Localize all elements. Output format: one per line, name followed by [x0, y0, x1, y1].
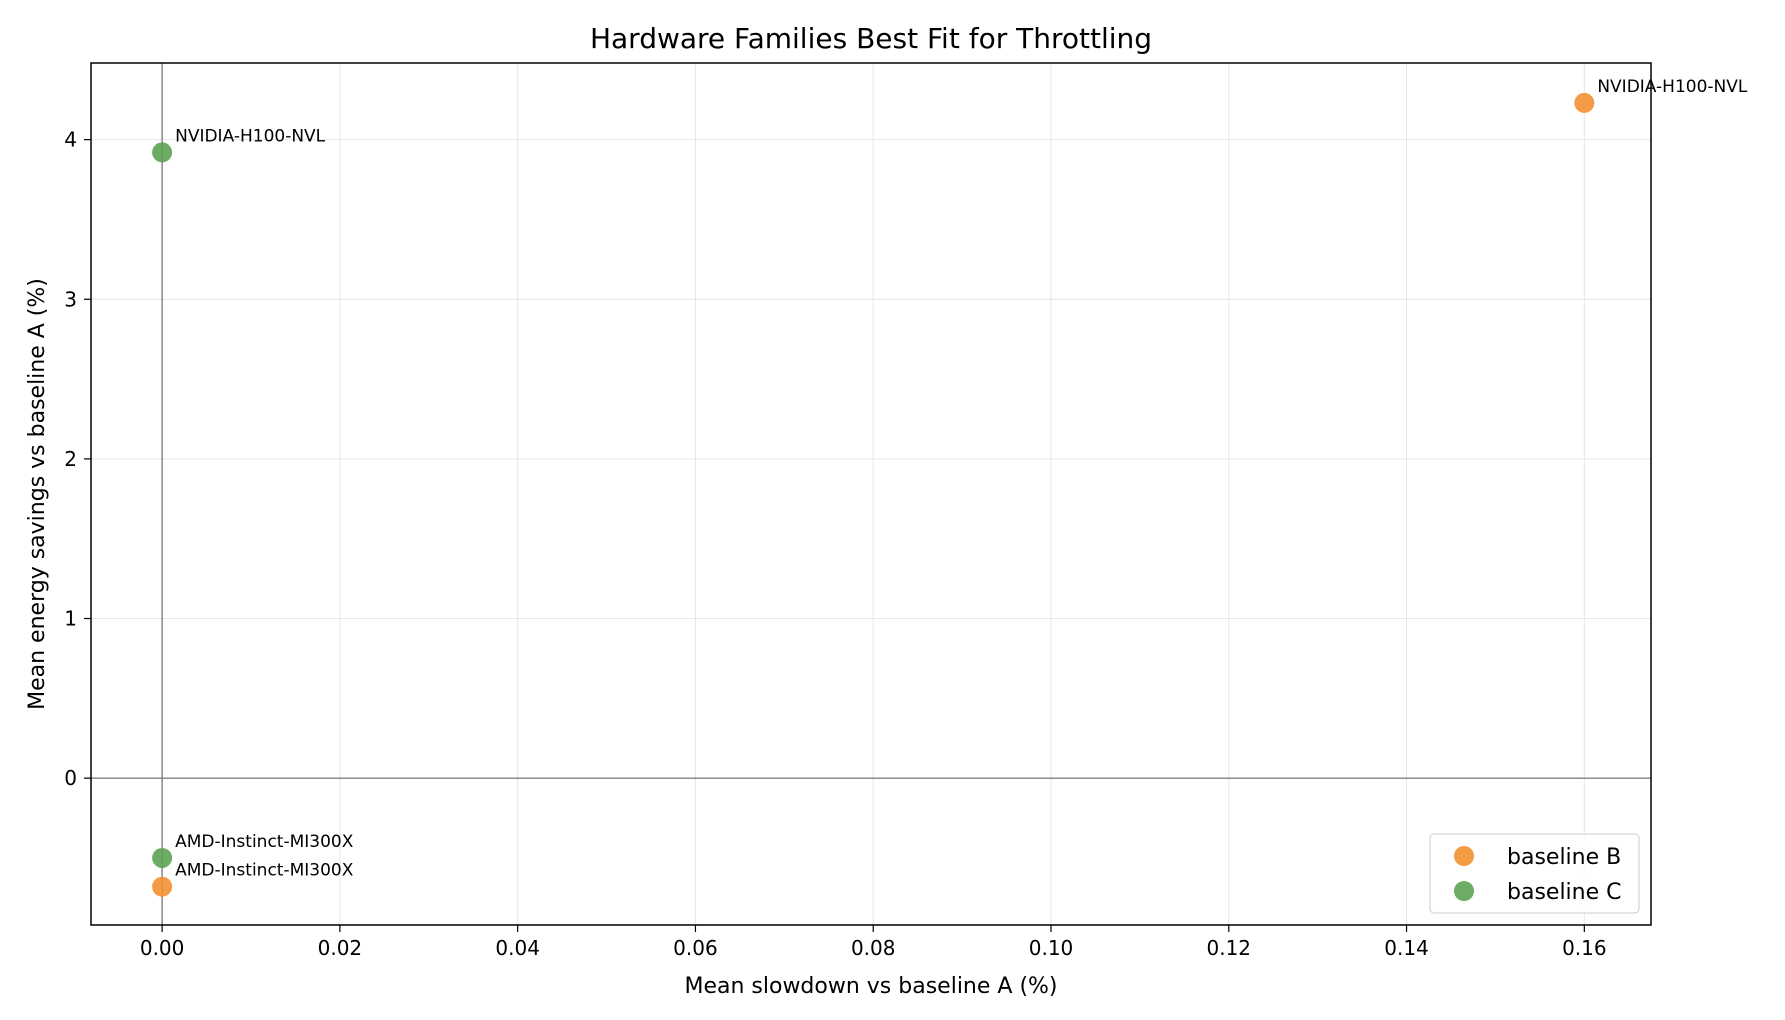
legend-marker [1454, 881, 1474, 901]
y-axis-ticks: 0 1 2 3 4 [64, 128, 91, 790]
point-label: AMD-Instinct-MI300X [175, 861, 354, 881]
y-tick-label: 3 [64, 287, 77, 311]
chart-title: Hardware Families Best Fit for Throttlin… [590, 22, 1152, 55]
x-tick-label: 0.10 [1029, 936, 1074, 960]
x-tick-label: 0.08 [851, 936, 896, 960]
x-tick-label: 0.00 [140, 936, 185, 960]
data-point-baseline-b [152, 876, 173, 897]
x-tick-label: 0.06 [673, 936, 718, 960]
y-axis-label: Mean energy savings vs baseline A (%) [25, 278, 50, 710]
point-label: NVIDIA-H100-NVL [175, 126, 326, 146]
legend-label: baseline B [1507, 845, 1621, 870]
y-tick-label: 0 [64, 766, 77, 790]
legend-marker [1454, 846, 1474, 866]
data-point-baseline-b [1574, 92, 1595, 113]
legend-label: baseline C [1507, 880, 1622, 905]
x-axis-ticks: 0.00 0.02 0.04 0.06 0.08 0.10 0.12 0.14 0.16 [140, 925, 1607, 960]
legend-box [1429, 833, 1640, 914]
x-tick-label: 0.04 [495, 936, 540, 960]
plot-frame [90, 62, 1652, 926]
x-tick-label: 0.02 [318, 936, 363, 960]
point-label: AMD-Instinct-MI300X [175, 832, 354, 852]
x-tick-label: 0.16 [1562, 936, 1607, 960]
reference-lines [91, 63, 1651, 925]
data-point-baseline-c [152, 847, 173, 868]
point-label: NVIDIA-H100-NVL [1597, 77, 1748, 97]
data-points: NVIDIA-H100-NVL AMD-Instinct-MI300X NVIDIA… [152, 77, 1748, 897]
y-tick-label: 4 [64, 128, 77, 152]
x-tick-label: 0.14 [1384, 936, 1429, 960]
y-tick-label: 2 [64, 447, 77, 471]
x-tick-label: 0.12 [1207, 936, 1252, 960]
data-point-baseline-c [152, 142, 173, 163]
grid [91, 63, 1651, 925]
y-tick-label: 1 [64, 607, 77, 631]
legend: baseline B baseline C [1429, 833, 1640, 914]
x-axis-label: Mean slowdown vs baseline A (%) [684, 974, 1057, 999]
